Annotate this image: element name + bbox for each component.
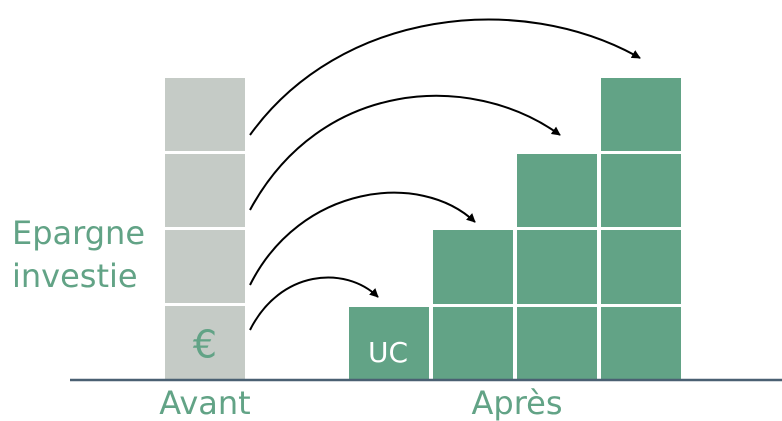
arrows: [249, 18, 641, 331]
side-label: Epargne: [12, 214, 145, 252]
side-label: investie: [12, 257, 138, 295]
after-columns: [349, 78, 681, 380]
after-label: Après: [471, 384, 562, 421]
uc-label: UC: [368, 336, 408, 369]
before-label: Avant: [159, 384, 250, 421]
euro-symbol: €: [193, 323, 217, 367]
before-column: [165, 78, 245, 380]
